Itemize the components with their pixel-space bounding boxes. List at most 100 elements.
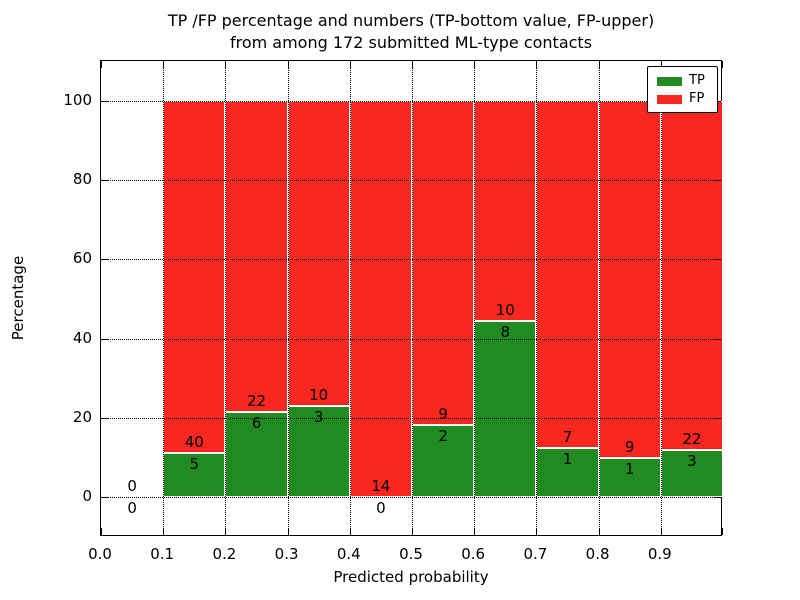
x-tick-label: 0.1	[150, 545, 175, 563]
tick-mark	[660, 528, 662, 535]
x-axis-label: Predicted probability	[333, 568, 489, 586]
tick-mark	[660, 61, 662, 68]
tick-mark	[714, 259, 721, 261]
tick-mark	[101, 100, 108, 102]
bar-fp-segment	[225, 100, 288, 413]
x-tick-label: 0.0	[88, 545, 112, 563]
bar-fp-segment	[474, 100, 537, 322]
gridline-v	[349, 61, 351, 535]
tick-mark	[101, 259, 108, 261]
y-tick-label: 100	[63, 90, 92, 109]
bar-fp-segment	[536, 100, 599, 448]
bar-tp-count-label: 3	[313, 407, 324, 426]
x-tick-label: 0.3	[274, 545, 299, 563]
gridline-h	[101, 100, 721, 102]
bar-tp-count-label: 2	[438, 427, 448, 446]
bar-tp-segment	[412, 425, 475, 498]
gridline-v	[598, 61, 600, 535]
plot-area: 0 0 40 5 22 6 10 3 14 0 9 2 10 8 7 1 9 1 22 3	[100, 60, 723, 536]
y-tick-label: 20	[72, 408, 92, 426]
fp-swatch-icon	[657, 94, 682, 104]
bar-fp-count-label: 7	[562, 427, 573, 446]
tick-mark	[101, 528, 102, 535]
tick-mark	[101, 418, 108, 419]
x-tick-label: 0.9	[647, 545, 672, 563]
bar-fp-count-label: 0	[127, 477, 137, 496]
bar-fp-segment	[598, 100, 661, 458]
x-tick-label: 0.5	[399, 545, 423, 563]
tick-mark	[163, 61, 165, 68]
gridline-h	[101, 259, 721, 261]
gridline-v	[225, 61, 227, 535]
tick-mark	[101, 497, 108, 499]
chart-title-line1: TP /FP percentage and numbers (TP-bottom…	[167, 11, 655, 30]
x-tick-label: 0.6	[461, 545, 486, 563]
x-tick-label: 0.8	[585, 545, 610, 563]
bar-fp-count-label: 22	[246, 392, 267, 411]
tick-mark	[101, 180, 108, 181]
tick-mark	[101, 338, 108, 340]
gridline-v	[287, 61, 289, 535]
tick-mark	[349, 61, 351, 68]
bar-tp-count-label: 8	[500, 323, 511, 342]
bar-fp-count-label: 10	[495, 301, 515, 320]
gridline-h	[101, 180, 721, 181]
gridline-v	[536, 61, 538, 535]
bar-tp-count-label: 6	[251, 414, 262, 433]
tick-mark	[225, 61, 227, 68]
chart-title-line2: from among 172 submitted ML-type contact…	[229, 33, 593, 52]
bar-tp-segment	[598, 457, 661, 498]
bar-fp-count-label: 40	[184, 433, 204, 452]
bar-fp-count-label: 9	[624, 437, 635, 456]
legend-item-tp: TP	[648, 72, 717, 90]
bar-tp-count-label: 0	[127, 499, 137, 518]
y-tick-label: 60	[72, 249, 92, 268]
bar-fp-segment	[349, 100, 412, 498]
tick-mark	[101, 61, 102, 68]
tick-mark	[225, 528, 227, 535]
bar-fp-segment	[660, 100, 723, 450]
tick-mark	[598, 61, 600, 68]
bar-tp-count-label: 3	[687, 451, 697, 470]
tick-mark	[722, 61, 723, 68]
tick-mark	[714, 180, 721, 181]
x-tick-label: 0.7	[523, 545, 548, 563]
legend-item-fp: FP	[648, 90, 717, 108]
tick-mark	[163, 528, 165, 535]
gridline-h	[101, 497, 721, 499]
tick-mark	[536, 61, 538, 68]
bar-tp-count-label: 0	[376, 499, 386, 518]
legend-label-fp: FP	[689, 91, 705, 106]
legend-label-tp: TP	[689, 73, 705, 88]
gridline-v	[412, 61, 413, 535]
tick-mark	[722, 528, 723, 535]
bar-tp-count-label: 1	[624, 459, 635, 478]
tick-mark	[714, 497, 721, 499]
bar-tp-segment	[474, 321, 537, 498]
tick-mark	[598, 528, 600, 535]
bar-tp-count-label: 1	[562, 449, 573, 468]
bar-tp-segment	[163, 453, 226, 498]
tick-mark	[287, 61, 289, 68]
y-tick-label: 80	[72, 170, 92, 188]
tick-mark	[287, 528, 289, 535]
y-axis-label: Percentage	[9, 255, 27, 341]
tick-mark	[536, 528, 538, 535]
bar-fp-segment	[412, 100, 475, 426]
y-tick-label: 40	[72, 328, 92, 347]
bar-tp-segment	[225, 412, 288, 498]
legend: TP FP	[647, 66, 718, 113]
tick-mark	[474, 61, 476, 68]
tick-mark	[412, 528, 413, 535]
tp-swatch-icon	[657, 76, 682, 86]
y-tick-label: 0	[82, 487, 92, 506]
gridline-h	[101, 418, 721, 419]
x-tick-label: 0.4	[336, 545, 361, 563]
tick-mark	[714, 418, 721, 419]
tick-mark	[474, 528, 476, 535]
bar-fp-count-label: 10	[309, 385, 329, 404]
gridline-v	[660, 61, 662, 535]
x-tick-label: 0.2	[212, 545, 237, 563]
gridline-h	[101, 338, 721, 340]
